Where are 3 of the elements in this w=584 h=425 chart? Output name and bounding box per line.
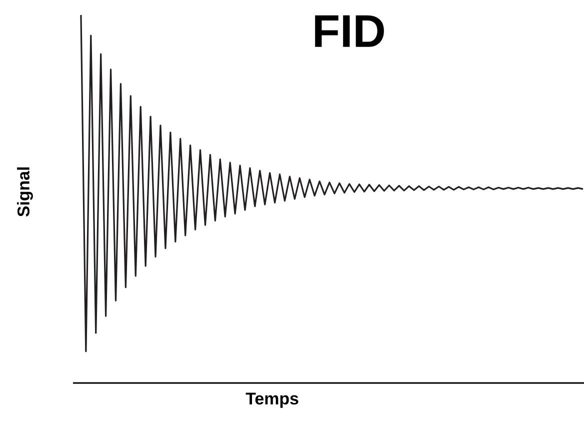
y-axis-title: Signal (17, 167, 33, 217)
x-axis-title: Temps (246, 392, 298, 408)
chart-title: FID (315, 15, 384, 47)
